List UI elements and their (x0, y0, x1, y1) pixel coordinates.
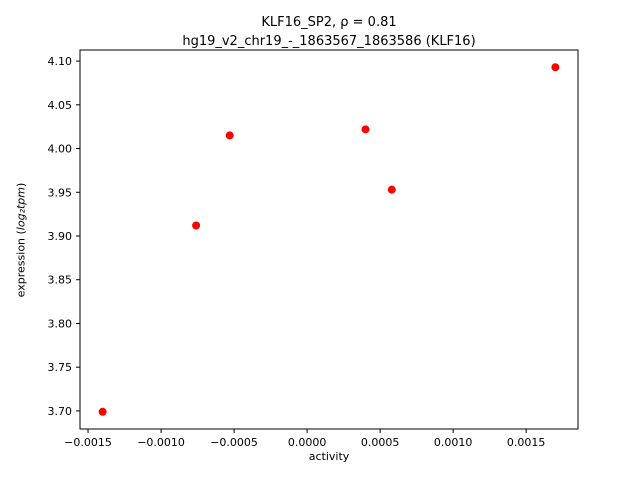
data-point (551, 63, 560, 72)
chart-title-line1: KLF16_SP2, ρ = 0.81 (261, 15, 397, 30)
data-point (225, 131, 234, 140)
y-tick-label: 3.90 (48, 230, 73, 243)
chart-title-line2: hg19_v2_chr19_-_1863567_1863586 (KLF16) (182, 34, 476, 49)
data-point (361, 125, 370, 134)
chart-title: KLF16_SP2, ρ = 0.81 hg19_v2_chr19_-_1863… (80, 13, 578, 51)
data-point (98, 407, 107, 416)
x-tick-label: 0.0000 (288, 436, 327, 449)
data-point (387, 185, 396, 194)
data-point (192, 221, 201, 230)
x-tick-label: −0.0010 (137, 436, 185, 449)
plot-border (79, 49, 579, 430)
y-axis-label: expression (log₂tpm) (15, 183, 28, 298)
y-tick-label: 3.75 (48, 361, 73, 374)
y-tick-label: 4.00 (48, 143, 73, 156)
y-tick-label: 3.95 (48, 186, 73, 199)
y-tick-label: 3.70 (48, 405, 73, 418)
y-axis-label-suffix: ) (14, 182, 28, 187)
y-tick-label: 3.80 (48, 317, 73, 330)
x-tick-label: 0.0005 (361, 436, 400, 449)
x-tick-label: 0.0010 (434, 436, 473, 449)
y-axis-label-math: log₂tpm (14, 186, 28, 231)
y-tick-label: 3.85 (48, 274, 73, 287)
y-tick-label: 4.05 (48, 99, 73, 112)
y-tick-label: 4.10 (48, 55, 73, 68)
x-tick-label: 0.0015 (507, 436, 546, 449)
x-axis-label: activity (308, 450, 350, 463)
x-tick-label: −0.0005 (210, 436, 258, 449)
x-tick-label: −0.0015 (64, 436, 112, 449)
y-axis-label-prefix: expression ( (14, 230, 28, 298)
